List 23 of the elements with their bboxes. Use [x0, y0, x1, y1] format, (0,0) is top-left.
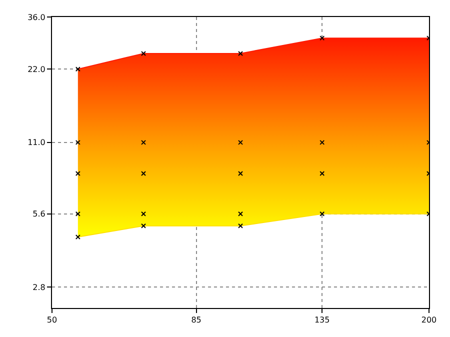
x-tick-label: 50 — [46, 316, 58, 325]
y-tick-label: 11.0 — [28, 138, 46, 148]
y-tick-label: 2.8 — [32, 282, 46, 292]
point — [320, 140, 325, 145]
y-tick-label: 36.0 — [28, 12, 46, 22]
x-tick-label: 85 — [191, 316, 202, 325]
point — [320, 171, 325, 176]
point — [238, 140, 243, 145]
x-tick-label: 135 — [314, 316, 330, 325]
point — [75, 234, 80, 240]
point — [238, 50, 243, 56]
x-tick-label: 200 — [421, 316, 437, 325]
point — [320, 211, 325, 216]
y-tick-label: 5.6 — [32, 210, 46, 219]
point — [320, 36, 325, 41]
point — [75, 140, 80, 145]
y-tick-label: 22.0 — [28, 64, 46, 74]
point — [238, 171, 243, 176]
point — [75, 66, 80, 72]
point — [238, 223, 243, 228]
point — [75, 171, 80, 176]
point — [75, 211, 80, 216]
point — [238, 211, 243, 216]
